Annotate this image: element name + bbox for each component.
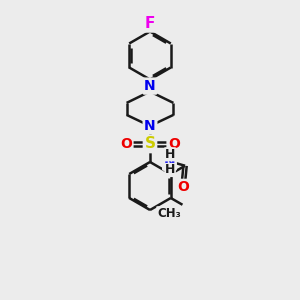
Text: N: N <box>164 155 175 169</box>
Text: F: F <box>145 16 155 31</box>
Text: H: H <box>165 148 175 161</box>
Text: S: S <box>145 136 155 152</box>
Text: O: O <box>120 137 132 151</box>
Text: CH₃: CH₃ <box>157 207 181 220</box>
Text: N: N <box>144 79 156 93</box>
Text: H: H <box>165 164 175 176</box>
Text: O: O <box>178 180 190 194</box>
Text: N: N <box>144 119 156 133</box>
Text: O: O <box>168 137 180 151</box>
